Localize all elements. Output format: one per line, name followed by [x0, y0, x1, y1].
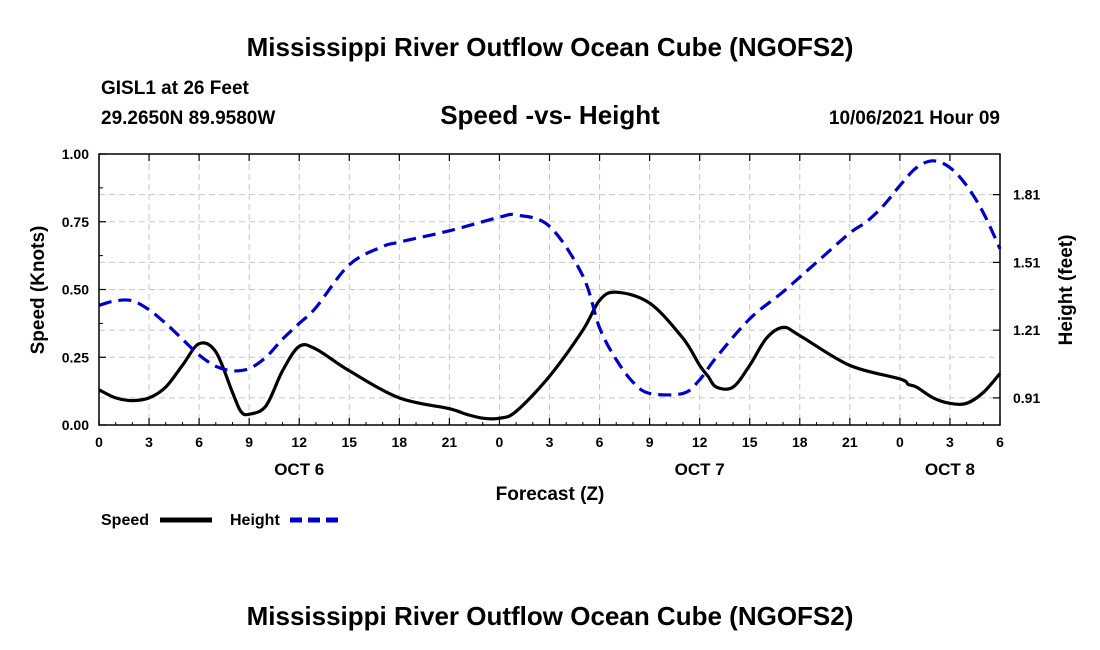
series-line-speed — [98, 290, 1002, 421]
date-label: OCT 7 — [675, 460, 725, 479]
x-tick-label: 6 — [195, 434, 203, 450]
x-tick-label: 21 — [842, 434, 858, 450]
y2-axis-label: Height (feet) — [1056, 235, 1077, 346]
y2-tick-label: 1.21 — [1013, 322, 1040, 338]
station-label: GISL1 at 26 Feet — [101, 78, 250, 99]
plot-lines — [98, 159, 1002, 421]
x-tick-label: 0 — [896, 434, 904, 450]
y-tick-label: 0.25 — [62, 349, 89, 365]
x-tick-label: 9 — [245, 434, 253, 450]
x-tick-label: 3 — [145, 434, 153, 450]
x-tick-label: 15 — [341, 434, 357, 450]
x-tick-label: 0 — [95, 434, 103, 450]
grid — [99, 154, 1000, 425]
tick-labels: 0 3 6 9 12 15 18 21 0 3 6 9 12 15 18 21 0 3 6 OCT 6 OCT 7 OCT… — [62, 146, 1041, 479]
x-tick-label: 6 — [996, 434, 1004, 450]
y-tick-label: 1.00 — [62, 146, 89, 162]
x-tick-label: 6 — [596, 434, 604, 450]
footer-title: Mississippi River Outflow Ocean Cube (NG… — [247, 601, 854, 631]
x-tick-label: 15 — [742, 434, 758, 450]
legend-speed-label: Speed — [101, 512, 149, 529]
x-tick-label: 18 — [792, 434, 808, 450]
x-tick-label: 12 — [291, 434, 307, 450]
x-axis-label: Forecast (Z) — [496, 484, 605, 505]
x-tick-label: 18 — [392, 434, 408, 450]
legend: Speed Height — [101, 512, 342, 529]
y2-tick-label: 1.51 — [1013, 254, 1040, 270]
date-label: OCT 8 — [925, 460, 975, 479]
y-tick-label: 0.50 — [62, 282, 89, 298]
series-line-height — [98, 159, 1002, 397]
chart-title: Speed -vs- Height — [440, 100, 660, 130]
y2-tick-label: 1.81 — [1013, 187, 1040, 203]
legend-height-label: Height — [230, 512, 280, 529]
x-tick-label: 21 — [442, 434, 458, 450]
x-tick-label: 12 — [692, 434, 708, 450]
date-label: OCT 6 — [274, 460, 324, 479]
x-tick-label: 9 — [646, 434, 654, 450]
main-title: Mississippi River Outflow Ocean Cube (NG… — [247, 32, 854, 62]
y-tick-label: 0.00 — [62, 417, 89, 433]
station-coords: 29.2650N 89.9580W — [101, 108, 275, 129]
y-axis-label: Speed (Knots) — [28, 226, 49, 355]
x-tick-label: 0 — [496, 434, 504, 450]
y2-tick-label: 0.91 — [1013, 390, 1040, 406]
forecast-datetime: 10/06/2021 Hour 09 — [829, 108, 1000, 129]
x-tick-label: 3 — [546, 434, 554, 450]
x-tick-label: 3 — [946, 434, 954, 450]
y-tick-label: 0.75 — [62, 214, 89, 230]
tick-marks — [98, 153, 1001, 426]
